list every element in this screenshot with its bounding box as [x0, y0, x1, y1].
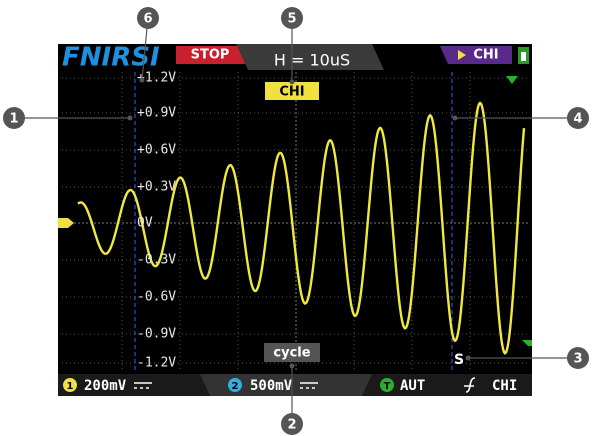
callout-dot: [139, 77, 145, 83]
level-marker: [522, 340, 532, 346]
y-label: +0.6V: [137, 143, 176, 158]
y-label: -0.3V: [137, 253, 176, 268]
footer-tab: [200, 374, 372, 396]
callout-dot: [465, 355, 471, 361]
channel-tag: CHI: [279, 85, 304, 100]
callout-badge: [567, 107, 589, 129]
ch2-scale: 500mV: [250, 378, 293, 394]
callout-badge: [3, 107, 25, 129]
callout-badge: [281, 7, 303, 29]
trigger-channel: CHI: [473, 48, 498, 63]
trigger-mode: AUT: [400, 378, 425, 394]
callout-dot: [289, 79, 295, 85]
callout-badge: [281, 413, 303, 435]
timebase-tab: [236, 44, 384, 70]
callout-badge: [137, 7, 159, 29]
zero-marker: [58, 218, 74, 228]
status-tab: [176, 46, 256, 64]
trigger-source: CHI: [492, 378, 517, 394]
callout-dot: [127, 115, 133, 121]
callout-number: 6: [143, 12, 152, 27]
edge-icon: [464, 377, 476, 393]
ch2-icon-text: 2: [232, 381, 239, 392]
measure-label: cycle: [273, 346, 310, 361]
ch1-icon-text: 1: [67, 381, 74, 392]
waveform: [77, 101, 526, 355]
y-label: -0.6V: [137, 290, 176, 305]
y-label: 0V: [137, 216, 153, 231]
callout-number: 4: [573, 112, 582, 127]
trigger-marker: [506, 76, 518, 84]
trigger-arrow: [458, 50, 466, 60]
timebase: H = 10uS: [274, 51, 350, 70]
battery-fill: [521, 52, 526, 61]
dc-icon: [134, 382, 152, 389]
y-label: +1.2V: [137, 71, 176, 86]
trigger-icon: [380, 378, 394, 392]
dc-icon: [300, 382, 318, 389]
y-label: -0.9V: [137, 327, 176, 342]
y-labels: +1.2V +0.9V +0.6V +0.3V 0V -0.3V -0.6V -0.9V -1.…: [137, 71, 176, 371]
callout-number: 1: [9, 112, 18, 127]
y-label: -1.2V: [137, 356, 176, 371]
callout-dot: [452, 115, 458, 121]
status: STOP: [191, 48, 230, 63]
callout-dot: [289, 363, 295, 369]
y-label: +0.9V: [137, 106, 176, 121]
callout-number: 5: [287, 12, 296, 27]
ch1-icon: [63, 378, 77, 392]
callouts: 1 2 3 4 5 6: [3, 7, 589, 435]
callout-number: 2: [287, 418, 296, 433]
ch2-icon: [228, 378, 242, 392]
callout-number: 3: [573, 352, 582, 367]
trigger-icon-text: T: [384, 381, 391, 392]
ch1-scale: 200mV: [84, 378, 127, 394]
callout-badge: [567, 347, 589, 369]
measure-box: [264, 343, 320, 362]
y-label: +0.3V: [137, 180, 176, 195]
channel-tag-box: [265, 82, 319, 100]
cursor-tag: S: [454, 352, 464, 368]
